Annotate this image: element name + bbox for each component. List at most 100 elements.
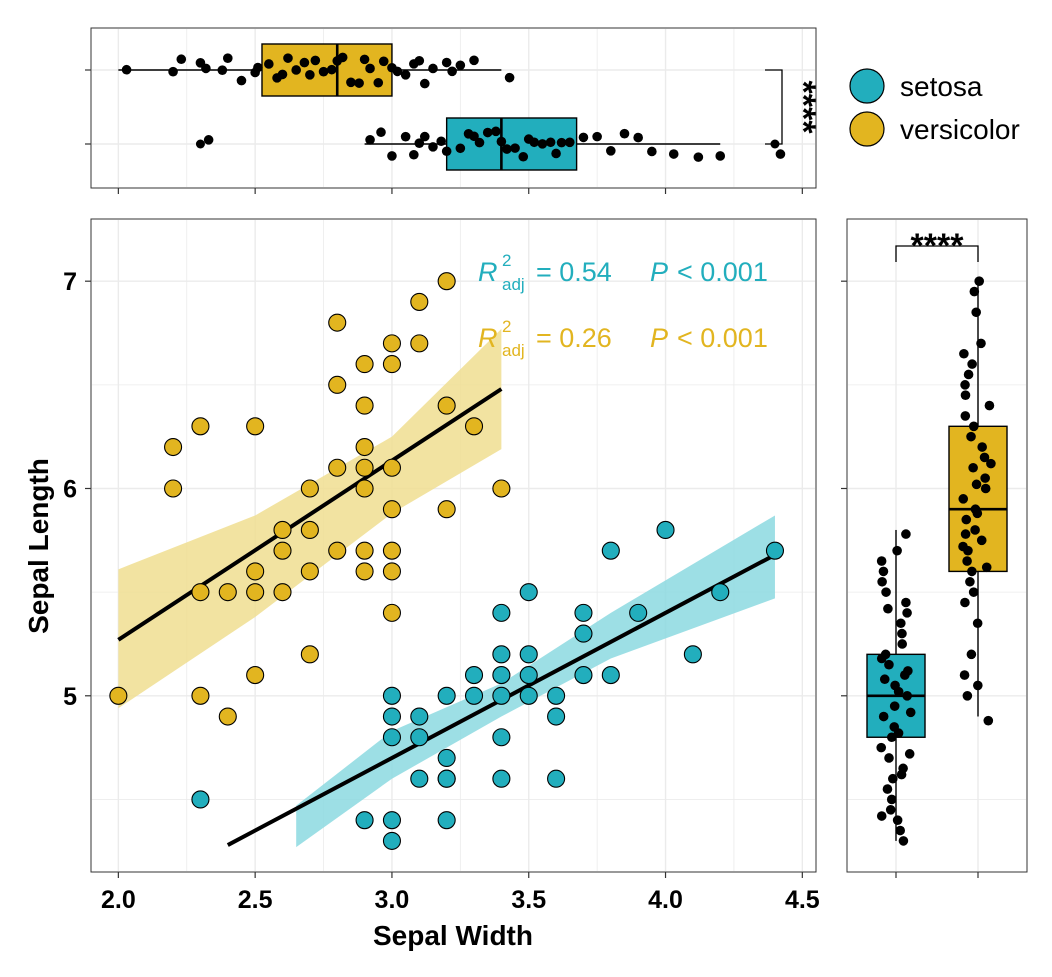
setosa-r2-sup: 2 — [502, 251, 511, 270]
versicolor-right-jitter-point — [980, 473, 990, 483]
setosa-r2-value: = 0.54 — [536, 257, 612, 287]
setosa-point — [519, 686, 538, 705]
versicolor-point — [382, 355, 401, 374]
setosa-right-jitter-point — [888, 773, 898, 784]
setosa-point — [492, 645, 511, 664]
versicolor-point — [355, 562, 374, 581]
versicolor-right-jitter-point — [960, 380, 970, 390]
setosa-right-jitter-point — [883, 603, 893, 614]
versicolor-r2-sup: 2 — [502, 317, 511, 336]
versicolor-point — [246, 666, 265, 685]
setosa-top-jitter-point — [474, 137, 485, 148]
versicolor-top-jitter-point — [236, 75, 247, 86]
setosa-right-jitter-point — [889, 701, 900, 711]
setosa-right-jitter-point — [905, 707, 916, 718]
setosa-right-jitter-point — [902, 690, 912, 701]
y-tick-label: 7 — [63, 268, 77, 296]
versicolor-point — [328, 458, 347, 477]
scatter-points — [109, 272, 785, 850]
setosa-point — [519, 645, 538, 664]
setosa-top-jitter-point — [537, 139, 548, 149]
versicolor-right-jitter-point — [966, 649, 977, 660]
versicolor-point — [273, 520, 292, 540]
setosa-right-jitter-point — [885, 805, 896, 815]
versicolor-p-label: P — [650, 323, 668, 353]
setosa-point — [601, 666, 620, 685]
setosa-right-jitter-point — [898, 836, 909, 846]
right-significance-stars: **** — [911, 227, 965, 265]
setosa-right-jitter-point — [901, 529, 911, 539]
setosa-right-jitter-point — [902, 608, 912, 618]
versicolor-top-jitter-point — [326, 64, 337, 75]
versicolor-right-jitter-point — [960, 411, 971, 421]
versicolor-top-jitter-point — [400, 70, 411, 80]
setosa-point — [492, 728, 511, 747]
versicolor-top-jitter-point — [217, 65, 228, 75]
versicolor-right-jitter-point — [977, 442, 987, 452]
versicolor-right-jitter-point — [976, 338, 986, 349]
setosa-top-jitter-point — [510, 143, 520, 153]
setosa-top-jitter-point — [668, 149, 679, 159]
setosa-top-jitter-point — [556, 137, 567, 148]
setosa-top-jitter-point — [387, 151, 397, 161]
versicolor-top-jitter-point — [277, 69, 288, 80]
versicolor-point — [246, 417, 265, 436]
versicolor-right-jitter-point — [971, 479, 982, 490]
setosa-point — [492, 666, 511, 685]
versicolor-top-jitter-point — [447, 66, 457, 77]
versicolor-top-jitter-point — [299, 57, 310, 68]
setosa-point — [437, 769, 456, 788]
setosa-right-jitter-point — [903, 666, 913, 676]
setosa-right-jitter-point — [898, 763, 908, 774]
setosa-right-jitter-point — [896, 618, 906, 629]
setosa-top-jitter-point — [455, 143, 466, 154]
setosa-point — [464, 666, 484, 685]
versicolor-right-jitter-point — [980, 483, 991, 494]
setosa-top-jitter-point — [469, 131, 479, 142]
setosa-point — [492, 769, 511, 788]
setosa-r2-sub: adj — [502, 275, 525, 294]
setosa-point — [382, 707, 401, 726]
right-boxplots — [866, 276, 1008, 846]
versicolor-point — [273, 583, 292, 602]
versicolor-right-jitter-point — [973, 680, 983, 691]
versicolor-right-jitter-point — [967, 566, 977, 577]
versicolor-right-jitter-point — [981, 562, 992, 573]
versicolor-right-jitter-point — [974, 276, 984, 286]
setosa-right-jitter-point — [876, 811, 887, 821]
setosa-top-jitter-point — [400, 131, 411, 142]
setosa-top-jitter-point — [545, 137, 556, 148]
versicolor-right-jitter-point — [959, 348, 969, 359]
x-tick-label: 4.5 — [785, 886, 820, 914]
setosa-top-jitter-point — [409, 149, 419, 160]
versicolor-right-jitter-point — [970, 504, 981, 515]
versicolor-point — [328, 375, 347, 394]
versicolor-point — [382, 603, 401, 622]
versicolor-top-jitter-point — [441, 57, 452, 68]
setosa-r2-annotation: R — [478, 257, 498, 287]
setosa-top-jitter-point — [578, 132, 589, 143]
versicolor-point — [218, 583, 237, 602]
versicolor-point — [464, 417, 484, 436]
setosa-right-jitter-point — [901, 597, 911, 608]
setosa-point — [410, 728, 429, 747]
setosa-point — [382, 811, 401, 830]
setosa-point — [492, 603, 511, 622]
versicolor-point — [355, 437, 374, 457]
setosa-top-jitter-point — [428, 142, 438, 152]
right-significance-bracket — [895, 245, 979, 262]
versicolor-point — [437, 500, 456, 519]
versicolor-point — [191, 583, 210, 602]
versicolor-right-jitter-point — [968, 587, 979, 597]
x-tick-label: 2.5 — [238, 886, 273, 914]
legend-label-versicolor: versicolor — [900, 114, 1020, 145]
setosa-top-jitter-point — [203, 135, 214, 145]
setosa-right-jitter-point — [904, 749, 915, 759]
setosa-point — [464, 686, 484, 705]
versicolor-top-jitter-point — [264, 59, 274, 69]
setosa-right-jitter-point — [876, 742, 887, 753]
setosa-point — [574, 603, 593, 622]
setosa-right-jitter-point — [892, 815, 903, 825]
versicolor-right-jitter-point — [965, 576, 975, 587]
